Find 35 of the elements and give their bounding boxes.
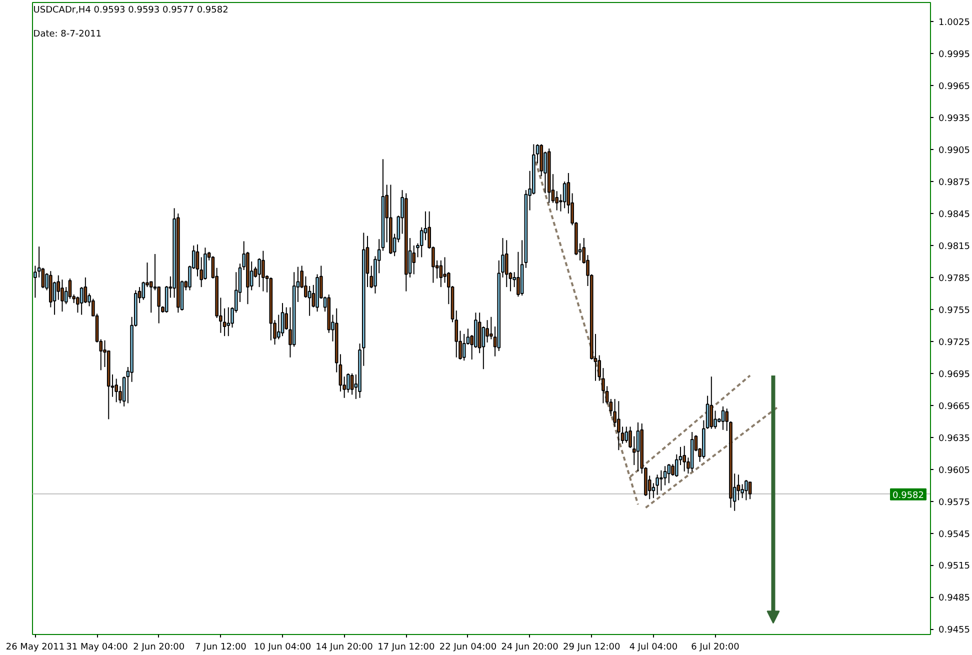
x-tick-label: 22 Jun 04:00 xyxy=(439,642,497,652)
chart-title: USDCADr,H4 0.9593 0.9593 0.9577 0.9582 xyxy=(33,6,228,16)
x-tick-label: 24 Jun 20:00 xyxy=(501,642,559,652)
ref-line-label: 0.9582 xyxy=(892,490,924,501)
y-tick-label: 0.9605 xyxy=(938,466,970,476)
x-tick-label: 2 Jun 20:00 xyxy=(133,642,185,652)
y-tick-label: 0.9725 xyxy=(938,338,970,348)
y-tick-label: 0.9935 xyxy=(938,114,970,124)
y-tick-label: 0.9995 xyxy=(938,50,970,60)
y-tick-label: 0.9455 xyxy=(938,626,970,636)
x-tick-label: 29 Jun 12:00 xyxy=(563,642,620,652)
x-tick-label: 10 Jun 04:00 xyxy=(254,642,312,652)
y-tick-label: 0.9695 xyxy=(938,370,970,380)
y-tick-label: 0.9545 xyxy=(938,530,970,540)
y-tick-label: 0.9785 xyxy=(938,274,970,284)
y-tick-label: 0.9875 xyxy=(938,178,970,188)
x-tick-label: 14 Jun 20:00 xyxy=(316,642,374,652)
y-tick-label: 0.9485 xyxy=(938,594,970,604)
y-tick-label: 0.9515 xyxy=(938,562,970,572)
y-tick-label: 0.9965 xyxy=(938,82,970,92)
y-tick-label: 0.9905 xyxy=(938,146,970,156)
y-tick-label: 1.0025 xyxy=(938,18,970,28)
y-tick-label: 0.9755 xyxy=(938,306,970,316)
x-tick-label: 7 Jun 12:00 xyxy=(194,642,247,652)
y-tick-label: 0.9635 xyxy=(938,434,970,444)
y-tick-label: 0.9575 xyxy=(938,498,970,508)
y-tick-label: 0.9665 xyxy=(938,402,970,412)
x-tick-label: 4 Jul 04:00 xyxy=(629,642,678,652)
x-tick-label: 26 May 2011 xyxy=(6,642,65,652)
x-tick-label: 6 Jul 20:00 xyxy=(691,642,740,652)
annotation: Date: 8-7-2011 xyxy=(33,30,102,40)
y-tick-label: 0.9815 xyxy=(938,242,970,252)
y-tick-label: 0.9845 xyxy=(938,210,970,220)
x-tick-label: 31 May 04:00 xyxy=(66,642,128,652)
x-tick-label: 17 Jun 12:00 xyxy=(378,642,436,652)
